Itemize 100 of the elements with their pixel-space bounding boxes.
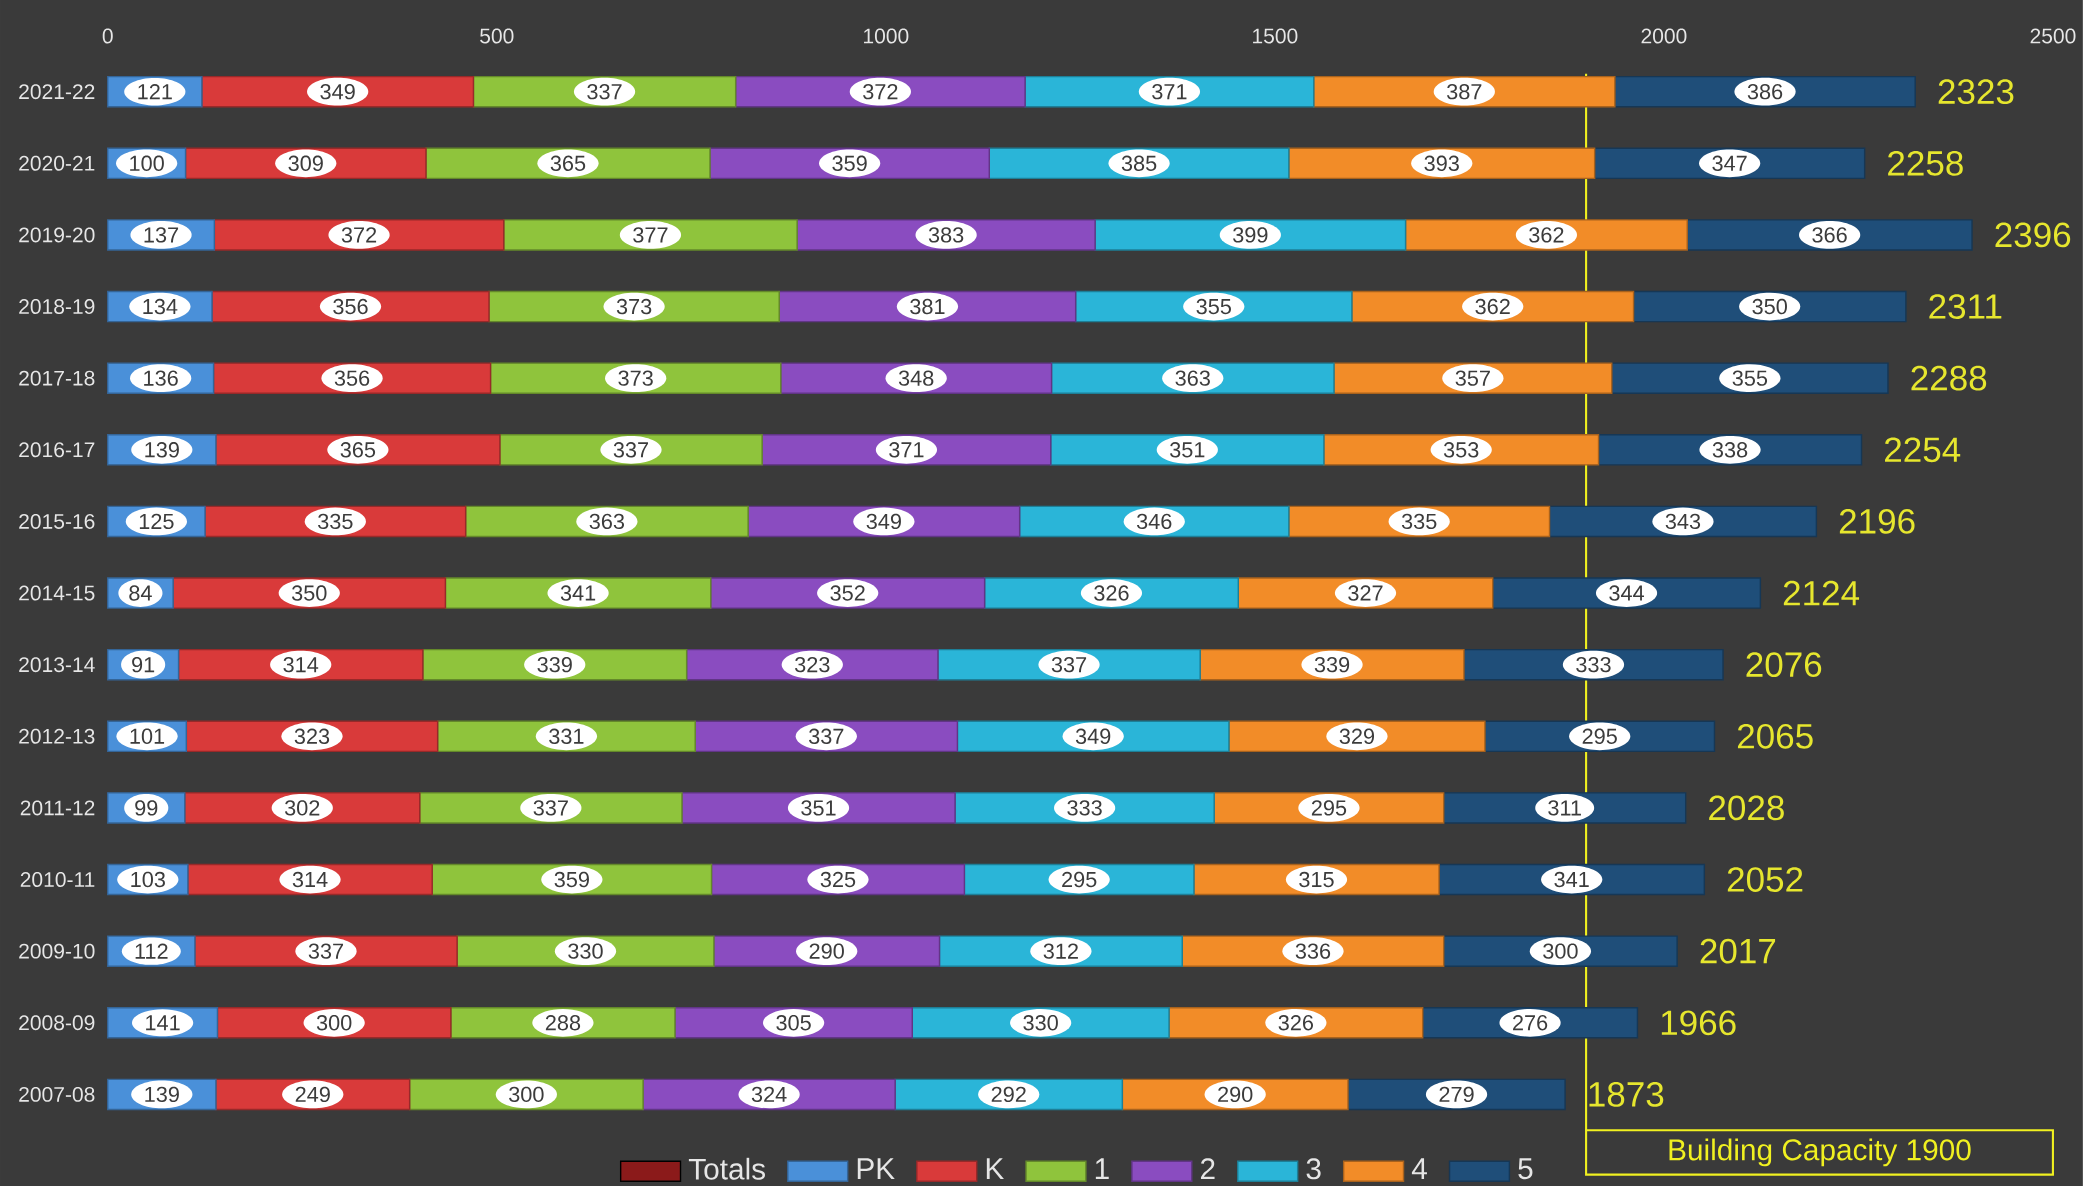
data-label: 121 xyxy=(138,84,172,100)
data-label: 363 xyxy=(1175,370,1210,387)
total-label: 2076 xyxy=(1746,652,1822,678)
data-label: 331 xyxy=(549,728,584,745)
data-label: 311 xyxy=(1548,800,1581,816)
data-label: 381 xyxy=(910,299,945,315)
total-label: 1873 xyxy=(1589,1082,1664,1107)
data-label: 290 xyxy=(1218,1086,1253,1103)
data-label: 330 xyxy=(568,943,603,959)
data-label: 300 xyxy=(1543,943,1578,959)
data-label: 373 xyxy=(616,299,652,315)
data-label: 326 xyxy=(1094,585,1129,601)
y-tick-label: 2021-22 xyxy=(19,84,95,100)
data-label: 344 xyxy=(1609,585,1645,601)
data-label: 337 xyxy=(808,728,844,745)
data-label: 314 xyxy=(283,657,319,673)
data-label: 139 xyxy=(145,1086,179,1103)
data-label: 324 xyxy=(751,1086,787,1103)
data-label: 350 xyxy=(1752,299,1787,315)
x-tick-label: 1500 xyxy=(1253,28,1298,44)
data-label: 330 xyxy=(1023,1015,1058,1031)
total-label: 2254 xyxy=(1885,437,1961,463)
y-tick-label: 2016-17 xyxy=(19,442,95,458)
data-label: 363 xyxy=(589,513,625,530)
data-label: 350 xyxy=(291,585,327,601)
data-label: 279 xyxy=(1439,1086,1474,1103)
data-label: 139 xyxy=(145,442,179,458)
x-tick-label: 2500 xyxy=(2030,28,2076,44)
data-label: 341 xyxy=(1554,871,1589,888)
total-label: 2396 xyxy=(1995,222,2071,248)
data-label: 309 xyxy=(288,155,323,172)
data-label: 335 xyxy=(1401,513,1437,530)
total-label: 2065 xyxy=(1737,724,1813,749)
y-tick-label: 2019-20 xyxy=(19,227,95,243)
data-label: 337 xyxy=(587,84,622,100)
legend-label: PK xyxy=(857,1158,895,1180)
data-label: 355 xyxy=(1732,370,1768,387)
data-label: 323 xyxy=(294,728,330,745)
data-label: 295 xyxy=(1062,871,1097,888)
data-label: 353 xyxy=(1443,442,1479,458)
legend-label: Totals xyxy=(688,1157,765,1180)
data-label: 337 xyxy=(613,442,649,458)
data-label: 343 xyxy=(1665,513,1701,530)
y-tick-label: 2009-10 xyxy=(19,943,95,959)
y-tick-label: 2007-08 xyxy=(19,1087,95,1103)
data-label: 300 xyxy=(316,1015,352,1031)
y-tick-label: 2015-16 xyxy=(19,514,95,530)
data-label: 352 xyxy=(830,585,865,601)
total-label: 2124 xyxy=(1783,580,1860,606)
data-label: 359 xyxy=(554,871,589,888)
data-label: 371 xyxy=(1152,84,1187,100)
y-tick-label: 2013-14 xyxy=(19,657,95,673)
data-label: 366 xyxy=(1812,227,1847,243)
data-label: 349 xyxy=(1075,728,1111,745)
legend-label: 2 xyxy=(1200,1158,1215,1180)
data-label: 372 xyxy=(341,227,377,243)
data-label: 348 xyxy=(898,370,934,387)
data-label: 399 xyxy=(1233,227,1268,243)
data-label: 323 xyxy=(794,657,830,673)
data-label: 99 xyxy=(135,800,158,816)
total-label: 2323 xyxy=(1938,79,2014,105)
data-label: 312 xyxy=(1043,943,1078,959)
data-label: 349 xyxy=(866,513,901,530)
y-tick-label: 2020-21 xyxy=(19,156,95,171)
data-label: 351 xyxy=(1170,442,1205,458)
data-label: 305 xyxy=(776,1015,811,1031)
data-label: 339 xyxy=(1314,657,1350,673)
data-label: 356 xyxy=(334,370,370,387)
data-label: 103 xyxy=(131,871,165,888)
total-label: 2028 xyxy=(1709,795,1784,821)
y-tick-label: 2008-09 xyxy=(19,1015,95,1031)
data-label: 335 xyxy=(318,513,353,530)
data-label: 351 xyxy=(801,800,836,816)
data-label: 383 xyxy=(928,227,964,243)
data-label: 377 xyxy=(633,227,668,243)
data-label: 372 xyxy=(863,84,898,100)
data-label: 339 xyxy=(537,657,572,673)
data-label: 315 xyxy=(1299,871,1334,888)
total-label: 2196 xyxy=(1839,509,1915,534)
data-label: 371 xyxy=(889,442,924,458)
data-label: 386 xyxy=(1747,84,1783,100)
data-label: 355 xyxy=(1196,299,1231,315)
y-tick-label: 2017-18 xyxy=(19,370,95,386)
data-label: 295 xyxy=(1582,728,1617,745)
data-label: 327 xyxy=(1348,585,1383,601)
data-label: 336 xyxy=(1295,943,1331,959)
data-label: 341 xyxy=(560,585,596,601)
y-tick-label: 2012-13 xyxy=(19,729,95,744)
data-label: 91 xyxy=(132,657,155,673)
data-label: 288 xyxy=(545,1015,581,1031)
data-label: 314 xyxy=(292,871,328,888)
data-label: 337 xyxy=(533,800,568,816)
data-label: 346 xyxy=(1136,513,1172,530)
x-tick-label: 500 xyxy=(480,28,514,44)
data-label: 136 xyxy=(144,370,178,387)
x-tick-label: 2000 xyxy=(1641,28,1687,44)
y-tick-label: 2018-19 xyxy=(19,299,95,315)
data-label: 292 xyxy=(991,1086,1026,1103)
data-label: 276 xyxy=(1513,1015,1548,1031)
data-label: 100 xyxy=(130,155,164,172)
